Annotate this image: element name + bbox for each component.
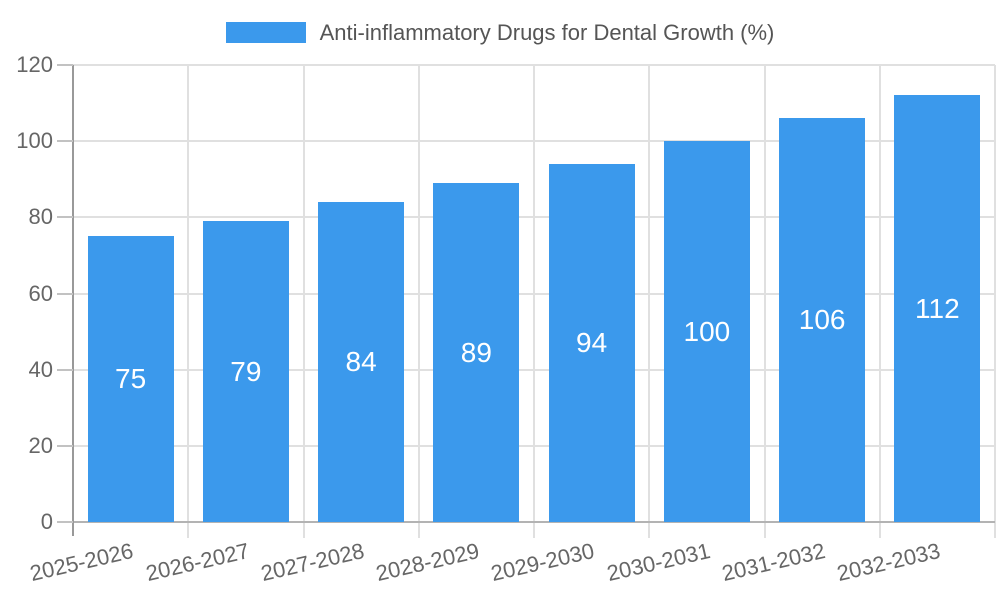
x-axis-line bbox=[73, 521, 995, 523]
bar-value-label: 79 bbox=[230, 355, 262, 387]
y-tick-label: 0 bbox=[40, 509, 53, 534]
x-tick-label: 2026-2027 bbox=[143, 538, 252, 587]
bar bbox=[548, 164, 635, 522]
y-tick bbox=[57, 444, 73, 447]
bar-value-label: 75 bbox=[115, 363, 147, 395]
y-tick-label: 100 bbox=[16, 128, 53, 154]
y-tick-label: 20 bbox=[28, 432, 53, 458]
x-tick-label: 2031-2032 bbox=[719, 538, 828, 587]
bar-value-label: 94 bbox=[576, 327, 608, 358]
x-gridline bbox=[763, 65, 766, 538]
x-tick-label: 2028-2029 bbox=[373, 538, 482, 587]
x-tick-label: 2025-2026 bbox=[27, 538, 137, 587]
y-tick-label: 40 bbox=[28, 356, 53, 382]
x-gridline bbox=[533, 65, 535, 538]
legend[interactable]: Anti-inflammatory Drugs for Dental Growt… bbox=[0, 20, 1000, 45]
y-tick-label: 120 bbox=[16, 52, 53, 77]
y-tick bbox=[57, 140, 73, 143]
y-axis-line bbox=[72, 65, 74, 536]
bar bbox=[663, 141, 750, 522]
legend-swatch bbox=[225, 22, 306, 43]
x-tick-label: 2027-2028 bbox=[258, 538, 367, 587]
bar-value-label: 112 bbox=[915, 292, 960, 324]
y-tick bbox=[57, 521, 73, 523]
x-tick-label: 2030-2031 bbox=[604, 538, 713, 587]
bar-value-label: 100 bbox=[683, 315, 731, 347]
bar bbox=[779, 118, 866, 522]
bar-value-label: 106 bbox=[798, 304, 846, 336]
x-gridline bbox=[994, 65, 996, 538]
legend-label: Anti-inflammatory Drugs for Dental Growt… bbox=[319, 20, 775, 45]
bar-value-label: 84 bbox=[345, 346, 377, 378]
y-tick bbox=[57, 368, 73, 371]
y-tick-label: 80 bbox=[28, 204, 53, 230]
x-tick-label: 2029-2030 bbox=[488, 538, 598, 587]
y-tick-label: 60 bbox=[28, 280, 53, 306]
x-gridline bbox=[417, 65, 420, 538]
bar bbox=[202, 221, 289, 522]
y-tick bbox=[57, 216, 73, 219]
x-gridline bbox=[187, 65, 190, 538]
x-gridline bbox=[878, 65, 881, 538]
bar bbox=[894, 95, 981, 522]
x-tick-label: 2032-2033 bbox=[834, 538, 943, 587]
x-gridline bbox=[302, 65, 305, 538]
y-tick bbox=[57, 292, 73, 295]
bar bbox=[318, 202, 405, 522]
y-tick bbox=[57, 64, 73, 66]
bar-value-label: 89 bbox=[460, 336, 492, 368]
bar bbox=[433, 183, 520, 522]
bar bbox=[87, 236, 174, 522]
x-gridline bbox=[648, 65, 651, 538]
